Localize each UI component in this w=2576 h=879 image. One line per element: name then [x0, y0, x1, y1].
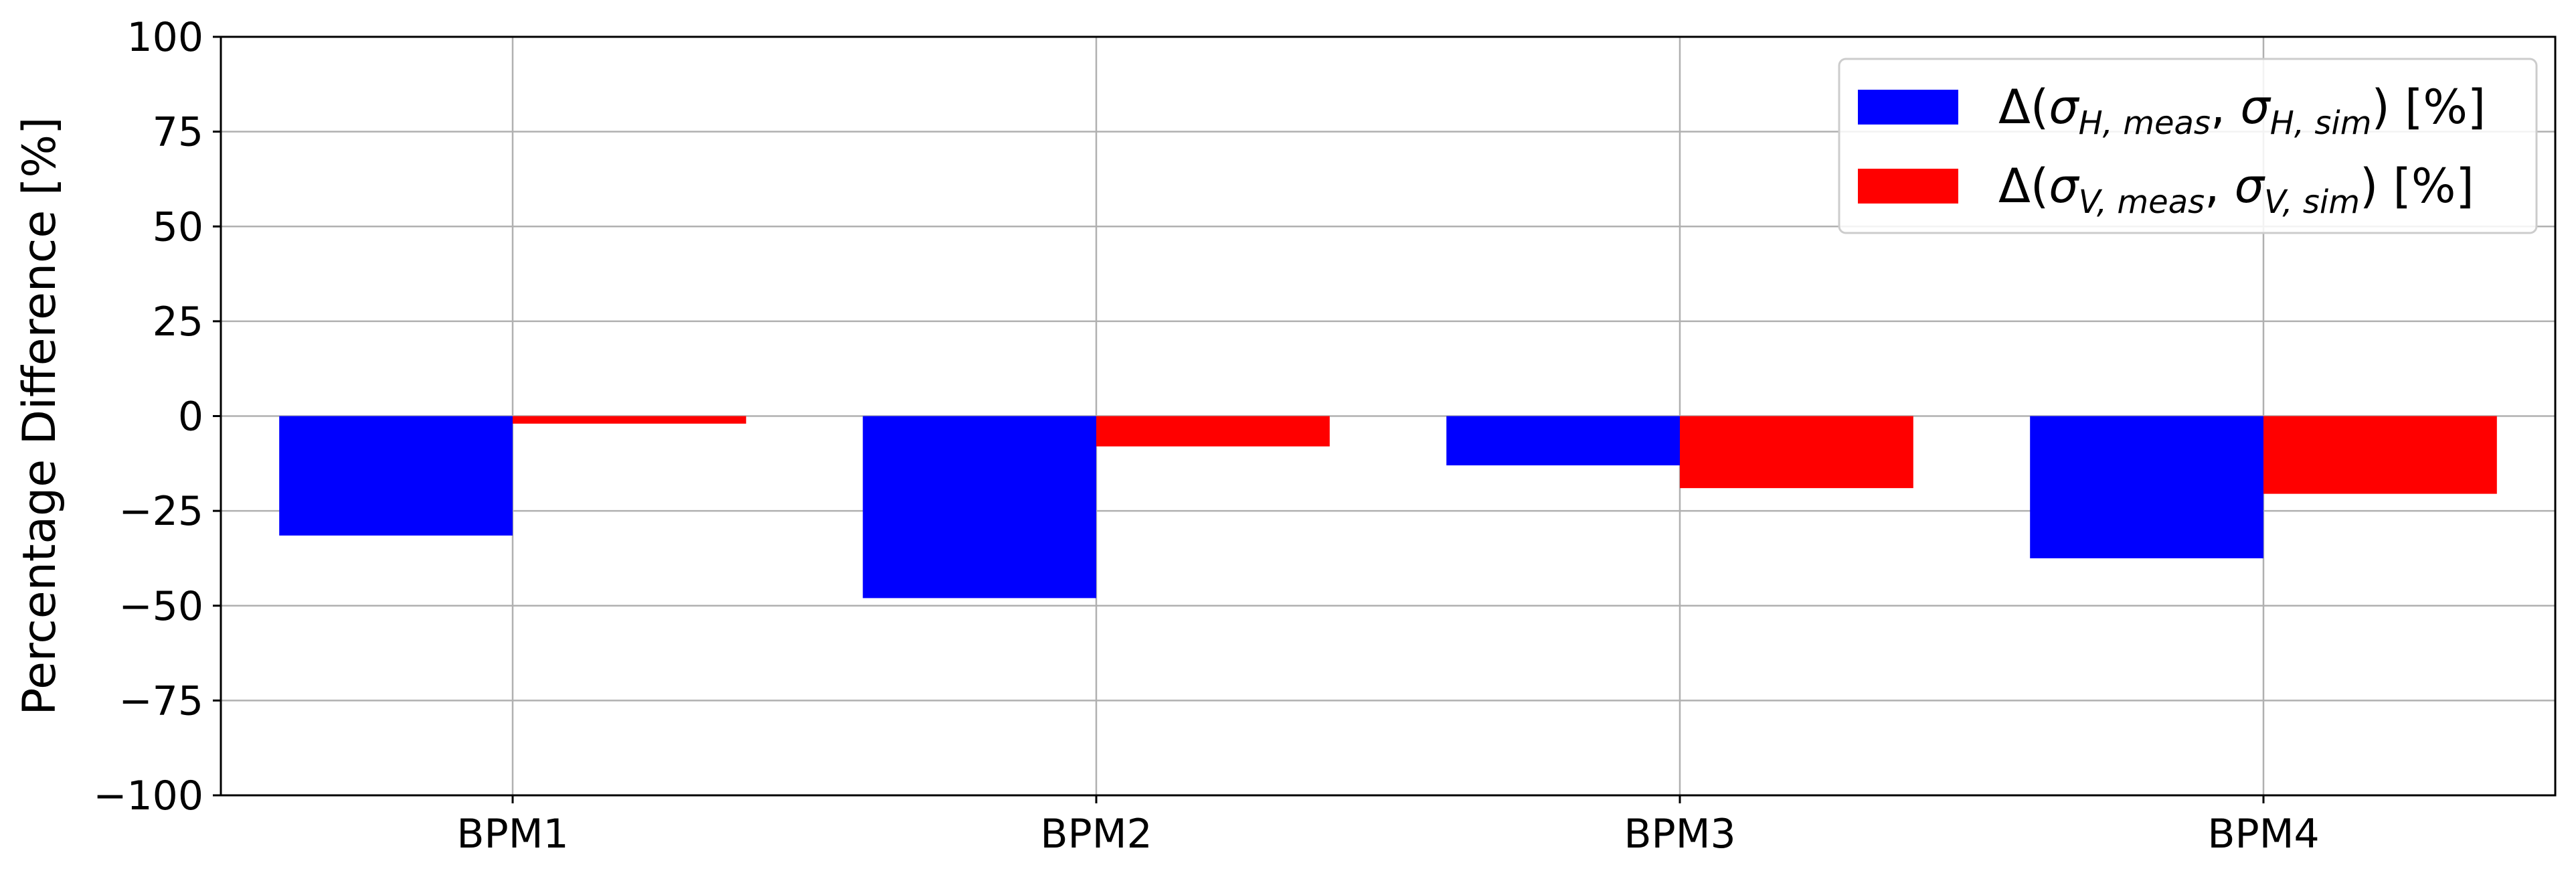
y-tick-label: −50	[118, 583, 203, 630]
legend-swatch	[1858, 169, 1958, 204]
legend-label: Δ(σV, meas, σV, sim) [%]	[1998, 159, 2474, 221]
x-tick-label: BPM2	[1040, 811, 1152, 858]
y-tick-label: −75	[118, 677, 203, 724]
bar-series-2-bpm2	[1096, 416, 1330, 447]
bar-series-1-bpm4	[2030, 416, 2263, 558]
y-tick-label: 0	[178, 394, 203, 441]
x-tick-label: BPM1	[456, 811, 568, 858]
legend: Δ(σH, meas, σH, sim) [%] Δ(σV, meas, σV, …	[1838, 58, 2538, 234]
y-tick-label: 75	[153, 109, 203, 156]
bar-series-2-bpm3	[1680, 416, 1913, 489]
x-tick-label: BPM3	[1624, 811, 1735, 858]
y-tick-label: 50	[153, 204, 203, 250]
y-tick-label: −100	[93, 773, 203, 819]
y-axis-label: Percentage Difference [%]	[13, 117, 66, 716]
bar-series-2-bpm4	[2263, 416, 2497, 494]
legend-label: Δ(σH, meas, σH, sim) [%]	[1998, 80, 2486, 142]
x-axis-ticks: BPM1 BPM2 BPM3 BPM4	[456, 795, 2320, 858]
y-tick-label: −25	[118, 488, 203, 535]
legend-swatch	[1858, 90, 1958, 125]
y-axis-ticks: 100 75 50 25 0 −25 −50 −75 −100	[93, 14, 221, 819]
bar-series-2-bpm1	[513, 416, 746, 424]
y-tick-label: 100	[126, 14, 203, 61]
y-tick-label: 25	[153, 299, 203, 345]
bar-series-1-bpm1	[279, 416, 513, 536]
x-tick-label: BPM4	[2207, 811, 2319, 858]
legend-box	[1838, 58, 2538, 234]
bar-series-1-bpm2	[863, 416, 1096, 598]
bars-group	[279, 416, 2497, 598]
bar-series-1-bpm3	[1446, 416, 1680, 466]
